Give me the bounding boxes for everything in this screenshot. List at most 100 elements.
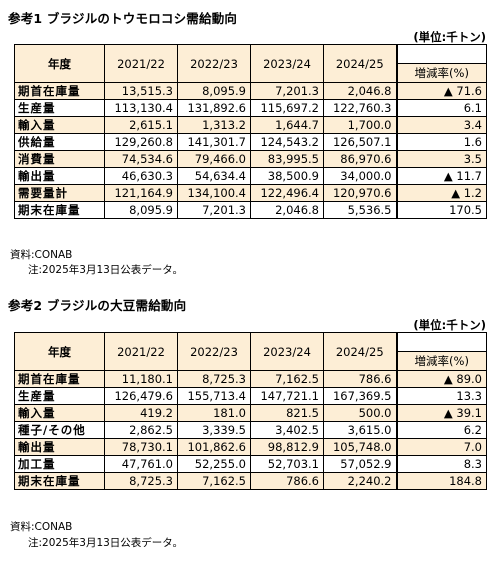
header-year: 2022/23 bbox=[177, 332, 251, 371]
row-value: 47,761.0 bbox=[104, 455, 178, 473]
row-value: 8,725.3 bbox=[177, 370, 251, 388]
header-year: 2021/22 bbox=[104, 332, 178, 371]
row-value: 113,130.4 bbox=[104, 99, 178, 117]
row-value: 8,095.9 bbox=[104, 201, 178, 219]
row-value: 155,713.4 bbox=[177, 387, 251, 405]
row-label: 供給量 bbox=[14, 133, 105, 151]
row-value: 5,536.5 bbox=[323, 201, 397, 219]
row-label: 期末在庫量 bbox=[14, 201, 105, 219]
row-value: 54,634.4 bbox=[177, 167, 251, 185]
row-label: 輸出量 bbox=[14, 438, 105, 456]
row-label: 生産量 bbox=[14, 99, 105, 117]
row-label: 種子/その他 bbox=[14, 421, 105, 439]
row-change: 7.0 bbox=[395, 438, 487, 456]
row-value: 74,534.6 bbox=[104, 150, 178, 168]
row-value: 821.5 bbox=[250, 404, 324, 422]
row-value: 1,644.7 bbox=[250, 116, 324, 134]
section1-source: 資料:CONAB bbox=[10, 249, 73, 261]
row-value: 57,052.9 bbox=[323, 455, 397, 473]
header-year: 2023/24 bbox=[250, 44, 324, 83]
row-value: 120,970.6 bbox=[323, 184, 397, 202]
row-value: 134,100.4 bbox=[177, 184, 251, 202]
row-value: 78,730.1 bbox=[104, 438, 178, 456]
soybean-supply-table: 年度 2021/22 2022/23 2023/24 2024/25 増減率(%… bbox=[14, 332, 487, 490]
section2-source: 資料:CONAB bbox=[10, 521, 73, 533]
row-change: 6.1 bbox=[395, 99, 487, 117]
row-value: 8,095.9 bbox=[177, 82, 251, 100]
row-change: 13.3 bbox=[395, 387, 487, 405]
row-value: 181.0 bbox=[177, 404, 251, 422]
section1-note: 注:2025年3月13日公表データ。 bbox=[28, 264, 183, 276]
row-change: ▲ 39.1 bbox=[395, 404, 487, 422]
table-row: 期首在庫量 11,180.1 8,725.3 7,162.5 786.6 ▲ 89.0 bbox=[14, 370, 487, 388]
row-value: 129,260.8 bbox=[104, 133, 178, 151]
row-value: 7,162.5 bbox=[177, 472, 251, 490]
row-value: 122,760.3 bbox=[323, 99, 397, 117]
row-label: 加工量 bbox=[14, 455, 105, 473]
row-value: 2,862.5 bbox=[104, 421, 178, 439]
row-change: ▲ 1.2 bbox=[395, 184, 487, 202]
row-value: 34,000.0 bbox=[323, 167, 397, 185]
table-row: 期末在庫量 8,725.3 7,162.5 786.6 2,240.2 184.8 bbox=[14, 472, 487, 490]
header-change: 増減率(%) bbox=[395, 63, 487, 83]
row-label: 生産量 bbox=[14, 387, 105, 405]
row-value: 11,180.1 bbox=[104, 370, 178, 388]
row-change: 6.2 bbox=[395, 421, 487, 439]
row-value: 79,466.0 bbox=[177, 150, 251, 168]
row-change: 3.5 bbox=[395, 150, 487, 168]
row-change: 170.5 bbox=[395, 201, 487, 219]
table-row: 期首在庫量 13,515.3 8,095.9 7,201.3 2,046.8 ▲ 71.6 bbox=[14, 82, 487, 100]
row-change: ▲ 71.6 bbox=[395, 82, 487, 100]
row-value: 7,201.3 bbox=[250, 82, 324, 100]
row-change: 1.6 bbox=[395, 133, 487, 151]
row-value: 126,479.6 bbox=[104, 387, 178, 405]
header-year: 2024/25 bbox=[323, 44, 397, 83]
row-value: 3,339.5 bbox=[177, 421, 251, 439]
header-item: 年度 bbox=[14, 332, 105, 371]
table-row: 加工量 47,761.0 52,255.0 52,703.1 57,052.9 8.3 bbox=[14, 455, 487, 473]
row-value: 147,721.1 bbox=[250, 387, 324, 405]
row-value: 8,725.3 bbox=[104, 472, 178, 490]
table-row: 輸入量 2,615.1 1,313.2 1,644.7 1,700.0 3.4 bbox=[14, 116, 487, 134]
table-row: 供給量 129,260.8 141,301.7 124,543.2 126,507.1 1… bbox=[14, 133, 487, 151]
row-value: 2,615.1 bbox=[104, 116, 178, 134]
row-value: 38,500.9 bbox=[250, 167, 324, 185]
section1-unit: (単位:千トン) bbox=[413, 30, 486, 44]
row-value: 98,812.9 bbox=[250, 438, 324, 456]
row-value: 786.6 bbox=[250, 472, 324, 490]
row-change: ▲ 89.0 bbox=[395, 370, 487, 388]
header-item: 年度 bbox=[14, 44, 105, 83]
row-value: 2,046.8 bbox=[323, 82, 397, 100]
row-value: 13,515.3 bbox=[104, 82, 178, 100]
row-value: 126,507.1 bbox=[323, 133, 397, 151]
header-year: 2021/22 bbox=[104, 44, 178, 83]
row-change: 184.8 bbox=[395, 472, 487, 490]
row-value: 7,162.5 bbox=[250, 370, 324, 388]
row-label: 輸出量 bbox=[14, 167, 105, 185]
corn-table-body: 期首在庫量 13,515.3 8,095.9 7,201.3 2,046.8 ▲ 71.6… bbox=[14, 82, 487, 219]
row-value: 46,630.3 bbox=[104, 167, 178, 185]
row-value: 83,995.5 bbox=[250, 150, 324, 168]
row-value: 141,301.7 bbox=[177, 133, 251, 151]
table-row: 需要量計 121,164.9 134,100.4 122,496.4 120,970.6… bbox=[14, 184, 487, 202]
row-value: 2,046.8 bbox=[250, 201, 324, 219]
table-row: 消費量 74,534.6 79,466.0 83,995.5 86,970.6 3.5 bbox=[14, 150, 487, 168]
header-change: 増減率(%) bbox=[395, 351, 487, 371]
section1-title: 参考1 ブラジルのトウモロコシ需給動向 bbox=[8, 11, 238, 26]
row-value: 105,748.0 bbox=[323, 438, 397, 456]
header-change-blank bbox=[395, 332, 487, 352]
row-label: 輸入量 bbox=[14, 404, 105, 422]
row-change: ▲ 11.7 bbox=[395, 167, 487, 185]
soybean-table-body: 期首在庫量 11,180.1 8,725.3 7,162.5 786.6 ▲ 89.0 生産… bbox=[14, 370, 487, 490]
row-value: 500.0 bbox=[323, 404, 397, 422]
header-year: 2023/24 bbox=[250, 332, 324, 371]
row-change: 8.3 bbox=[395, 455, 487, 473]
row-value: 2,240.2 bbox=[323, 472, 397, 490]
row-value: 1,313.2 bbox=[177, 116, 251, 134]
row-label: 期首在庫量 bbox=[14, 370, 105, 388]
row-value: 3,615.0 bbox=[323, 421, 397, 439]
header-year: 2024/25 bbox=[323, 332, 397, 371]
row-value: 131,892.6 bbox=[177, 99, 251, 117]
section2-note: 注:2025年3月13日公表データ。 bbox=[28, 537, 183, 549]
row-value: 124,543.2 bbox=[250, 133, 324, 151]
